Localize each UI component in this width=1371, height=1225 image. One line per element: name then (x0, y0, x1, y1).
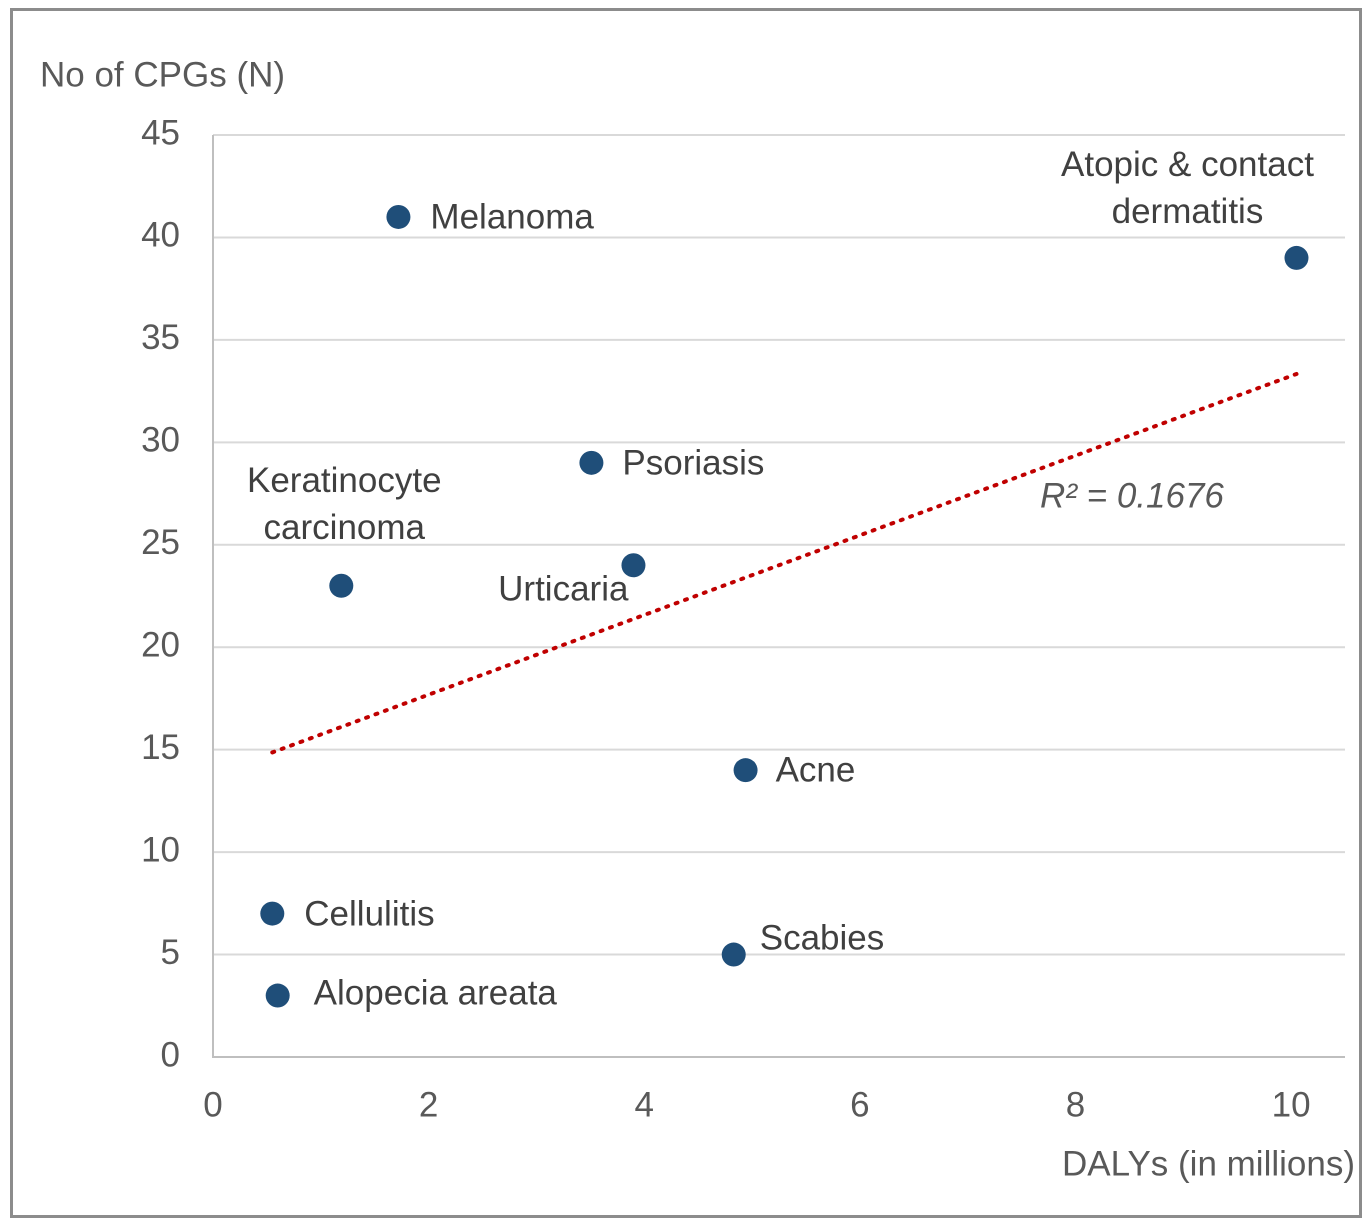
y-tick-label: 30 (141, 421, 180, 460)
data-point (260, 901, 285, 926)
data-point (579, 450, 604, 475)
y-axis-label: No of CPGs (N) (40, 55, 285, 94)
data-point (265, 983, 290, 1008)
point-label: Acne (775, 750, 856, 790)
data-point (386, 204, 411, 229)
x-tick-label: 2 (419, 1085, 438, 1124)
data-point (1284, 245, 1309, 270)
y-tick-label: 0 (161, 1035, 180, 1074)
x-tick-label: 6 (850, 1085, 869, 1124)
y-tick-label: 25 (141, 523, 180, 562)
y-tick-label: 35 (141, 318, 180, 357)
point-label: Melanoma (430, 197, 594, 237)
data-point (621, 553, 646, 578)
x-axis-label: DALYs (in millions) (1062, 1144, 1355, 1183)
point-label: Keratinocyte carcinoma (247, 460, 442, 547)
y-tick-label: 15 (141, 728, 180, 767)
x-tick-label: 4 (635, 1085, 654, 1124)
data-point (329, 573, 354, 598)
y-tick-label: 5 (161, 933, 180, 972)
y-tick-label: 45 (141, 113, 180, 152)
point-label: Alopecia areata (313, 973, 557, 1013)
point-label: Atopic & contact dermatitis (1061, 144, 1314, 231)
point-label: Scabies (759, 918, 885, 958)
data-point (733, 758, 758, 783)
trendline-annotation: R² = 0.1676 (1040, 476, 1224, 515)
trendline (270, 371, 1299, 755)
data-point (721, 942, 746, 967)
x-tick-label: 10 (1272, 1085, 1311, 1124)
x-tick-label: 8 (1066, 1085, 1085, 1124)
y-tick-label: 10 (141, 830, 180, 869)
y-tick-label: 40 (141, 216, 180, 255)
chart-frame (10, 8, 1362, 1218)
point-label: Psoriasis (622, 443, 765, 483)
point-label: Cellulitis (304, 894, 435, 934)
y-tick-label: 20 (141, 625, 180, 664)
x-tick-label: 0 (203, 1085, 222, 1124)
point-label: Urticaria (498, 569, 629, 609)
